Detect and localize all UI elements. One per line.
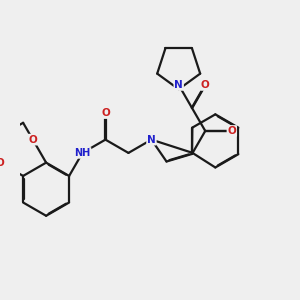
Text: NH: NH [74,148,91,158]
Text: O: O [28,135,37,145]
Text: O: O [201,80,210,90]
Text: O: O [227,126,236,136]
Text: O: O [0,158,4,168]
Text: O: O [101,108,110,118]
Text: N: N [147,135,156,145]
Text: N: N [174,80,183,90]
